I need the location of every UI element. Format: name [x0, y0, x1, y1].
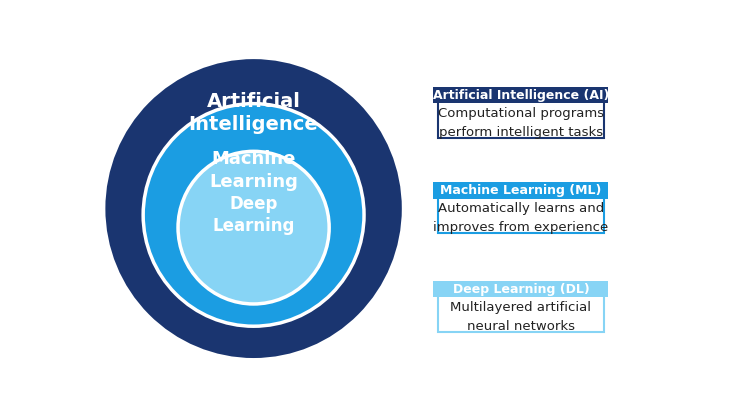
Bar: [433, 281, 608, 297]
Text: Computational programs
perform intelligent tasks: Computational programs perform intellige…: [438, 107, 604, 139]
Bar: [438, 88, 604, 138]
Bar: [433, 182, 608, 199]
Text: Multilayered artificial
neural networks: Multilayered artificial neural networks: [451, 301, 592, 333]
Ellipse shape: [105, 59, 402, 358]
Bar: [433, 87, 608, 104]
Ellipse shape: [178, 151, 329, 304]
Text: Deep
Learning: Deep Learning: [212, 195, 295, 235]
Bar: [438, 282, 604, 332]
Text: Machine Learning (ML): Machine Learning (ML): [440, 184, 602, 197]
Text: Automatically learns and
improves from experience: Automatically learns and improves from e…: [433, 202, 608, 235]
Text: Artificial
Intelligence: Artificial Intelligence: [189, 92, 319, 134]
Text: Artificial Intelligence (AI): Artificial Intelligence (AI): [433, 89, 609, 102]
Bar: [438, 184, 604, 233]
Text: Machine
Learning: Machine Learning: [209, 150, 298, 190]
Text: Deep Learning (DL): Deep Learning (DL): [452, 282, 590, 296]
Ellipse shape: [143, 104, 364, 326]
